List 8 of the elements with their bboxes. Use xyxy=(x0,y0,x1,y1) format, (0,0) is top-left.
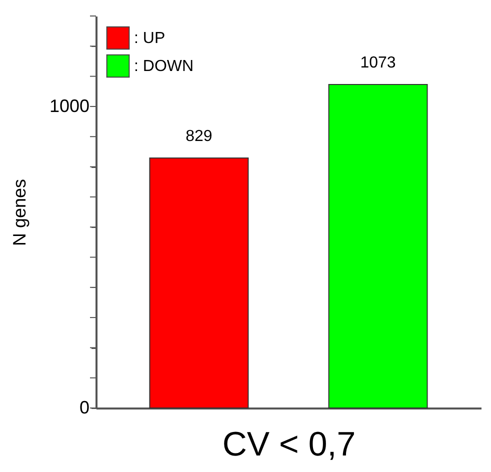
y-axis-title: N genes xyxy=(9,178,30,246)
y-tick-label: 1000 xyxy=(49,96,90,116)
x-axis-title: CV < 0,7 xyxy=(222,426,356,464)
data-label: 1073 xyxy=(360,54,396,72)
legend-label: : UP xyxy=(134,30,166,47)
data-label: 829 xyxy=(186,128,212,146)
legend-label: : DOWN xyxy=(134,58,194,75)
y-tick-label: 0 xyxy=(79,398,90,418)
